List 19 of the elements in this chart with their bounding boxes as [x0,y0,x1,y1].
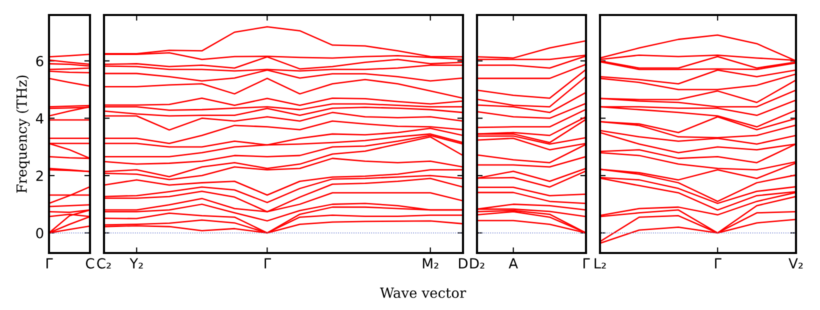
x-tick-label: L₂ [594,258,606,268]
x-tick-label: Γ [46,258,53,268]
x-tick-label: Γ [715,258,722,268]
y-tick-label: 2 [36,170,43,181]
x-tick-label: D [459,258,468,268]
y-axis-title: Frequency (THz) [16,76,30,193]
x-tick-label: M₂ [422,258,438,268]
x-axis-title: Wave vector [380,288,466,298]
x-tick-label: Γ [264,258,271,268]
x-tick-label: A [508,258,518,268]
y-tick-label: 4 [36,113,44,124]
x-tick-label: C₂ [97,258,111,269]
x-tick-label: D₂ [470,258,484,268]
x-tick-label: Γ [583,258,590,268]
x-tick-label: Y₂ [130,258,143,268]
y-tick-label: 6 [36,56,44,66]
y-tick-label: 0 [36,228,44,238]
x-tick-label: C [86,258,94,269]
x-tick-label: V₂ [788,258,803,268]
